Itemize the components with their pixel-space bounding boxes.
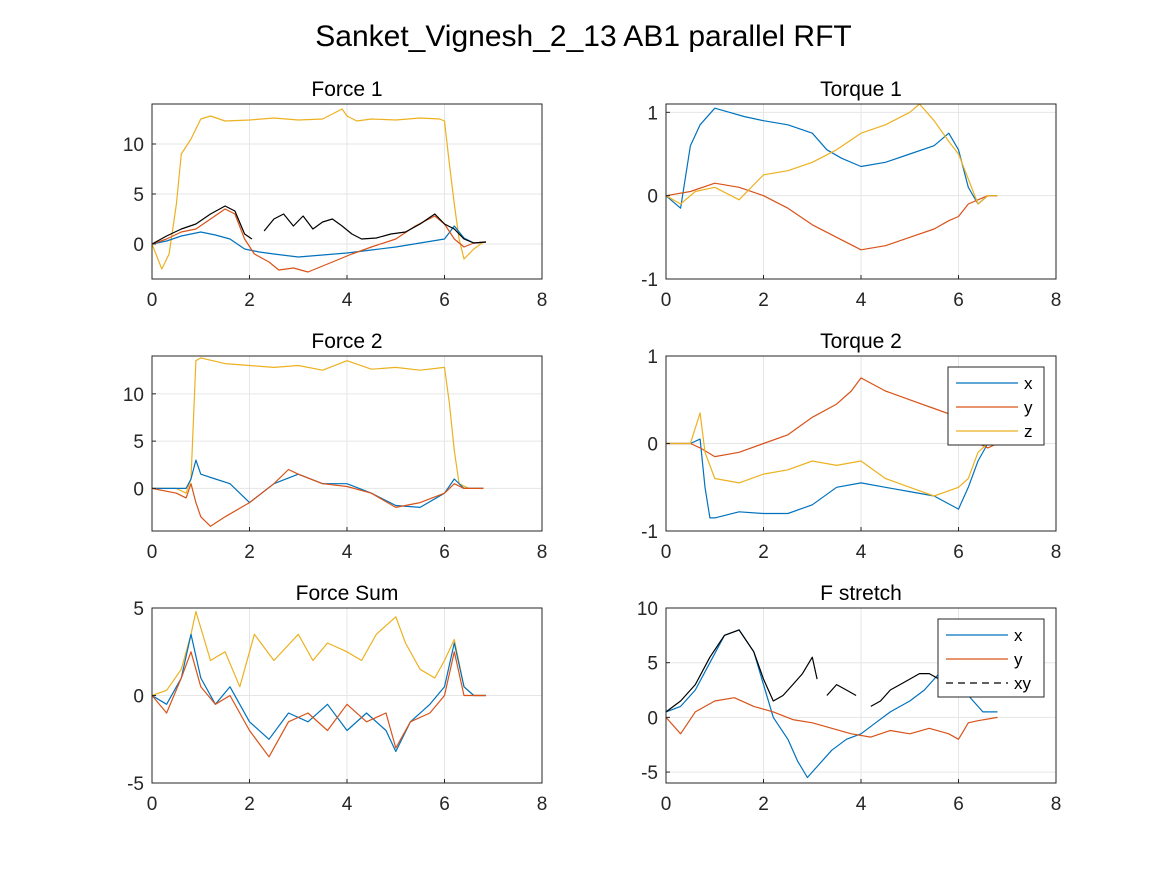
x-tick-label: 0 (147, 542, 158, 563)
y-tick-label: 0 (647, 435, 658, 456)
y-tick-label: 1 (647, 103, 658, 124)
y-tick-label: -5 (127, 774, 144, 795)
series-group (666, 104, 998, 251)
y-tick-label: 5 (133, 599, 144, 620)
legend-label-y: y (1024, 398, 1033, 417)
x-tick-label: 6 (439, 794, 450, 815)
y-tick-label: 10 (637, 599, 658, 620)
x-tick-label: 4 (342, 794, 353, 815)
series-line-xy (152, 205, 486, 245)
subplot-title: Torque 2 (820, 330, 902, 353)
series-group (152, 108, 486, 273)
x-tick-label: 6 (953, 542, 964, 563)
y-tick-label: 0 (133, 235, 144, 256)
legend-label-xy: xy (1014, 674, 1032, 693)
x-tick-label: 8 (537, 290, 548, 311)
subplot-3: 0 2 4 6 8 0 5 10 Force 2 (123, 330, 547, 563)
x-tick-label: 0 (147, 794, 158, 815)
legend-box (947, 366, 1045, 446)
series-line-z (666, 412, 998, 497)
series-line-x (152, 633, 486, 753)
y-tick-label: 10 (123, 385, 144, 406)
legend: xy xy (937, 618, 1045, 698)
subplot-title: Force 1 (311, 78, 382, 101)
x-tick-label: 0 (661, 290, 672, 311)
y-tick-label: 5 (647, 654, 658, 675)
y-tick-label: 10 (123, 135, 144, 156)
y-tick-label: 1 (647, 347, 658, 368)
figure-title: Sanket_Vignesh_2_13 AB1 parallel RFT (315, 20, 852, 53)
legend-label-y: y (1014, 650, 1023, 669)
x-tick-label: 4 (856, 542, 867, 563)
x-tick-label: 8 (537, 794, 548, 815)
series-line-x (152, 459, 484, 508)
legend-label-x: x (1024, 374, 1033, 393)
y-tick-label: 5 (133, 432, 144, 453)
x-tick-label: 4 (856, 794, 867, 815)
series-line-y (152, 651, 486, 758)
x-tick-label: 2 (244, 794, 255, 815)
y-tick-label: 0 (647, 708, 658, 729)
x-tick-label: 8 (1051, 290, 1062, 311)
x-tick-label: 6 (953, 794, 964, 815)
x-tick-label: 6 (439, 542, 450, 563)
legend: xyz (947, 366, 1045, 446)
y-tick-label: 5 (133, 185, 144, 206)
subplot-title: F stretch (820, 582, 902, 605)
y-tick-label: -1 (641, 270, 658, 291)
legend-label-x: x (1014, 626, 1023, 645)
x-tick-label: 2 (758, 542, 769, 563)
x-tick-label: 2 (244, 542, 255, 563)
x-tick-label: 6 (953, 290, 964, 311)
series-line-x (666, 438, 998, 519)
series-line-y (666, 697, 998, 740)
x-tick-label: 4 (342, 542, 353, 563)
x-tick-label: 0 (661, 542, 672, 563)
series-line-y (152, 468, 484, 527)
series-line-z (666, 104, 998, 205)
series-group (152, 610, 486, 758)
x-tick-label: 0 (661, 794, 672, 815)
x-tick-label: 8 (1051, 542, 1062, 563)
x-tick-label: 4 (342, 290, 353, 311)
x-tick-label: 2 (758, 794, 769, 815)
series-line-z (152, 610, 486, 697)
series-line-z (152, 108, 486, 270)
legend-box (937, 618, 1045, 698)
series-line-z (152, 357, 484, 494)
y-tick-label: -1 (641, 522, 658, 543)
y-tick-label: 0 (133, 479, 144, 500)
series-line-y (666, 182, 998, 251)
legend-label-z: z (1024, 422, 1033, 441)
series-group (152, 357, 484, 527)
subplot-title: Force Sum (296, 582, 399, 605)
series-line-x (666, 107, 998, 209)
y-tick-label: 0 (647, 187, 658, 208)
x-tick-label: 8 (1051, 794, 1062, 815)
y-tick-label: -5 (641, 763, 658, 784)
x-tick-label: 0 (147, 290, 158, 311)
x-tick-label: 2 (244, 290, 255, 311)
x-tick-label: 8 (537, 542, 548, 563)
subplot-title: Force 2 (311, 330, 382, 353)
x-tick-label: 4 (856, 290, 867, 311)
y-tick-label: 0 (133, 687, 144, 708)
subplot-title: Torque 1 (820, 78, 902, 101)
subplot-1: 0 2 4 6 8 0 5 10 Force 1 (123, 78, 547, 311)
x-tick-label: 6 (439, 290, 450, 311)
x-tick-label: 2 (758, 290, 769, 311)
